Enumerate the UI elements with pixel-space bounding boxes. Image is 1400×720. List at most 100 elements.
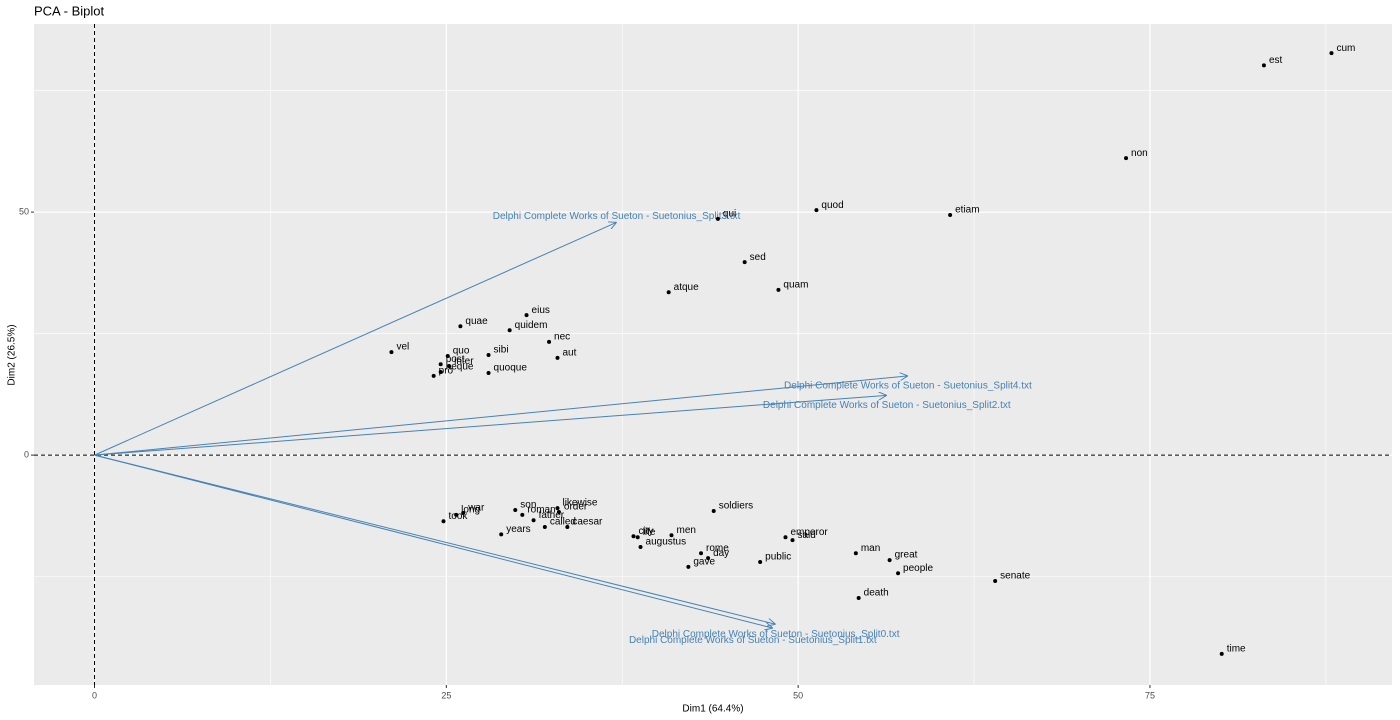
y-axis-title: Dim2 (26.5%) [7,324,18,385]
point-label: pro [439,366,454,377]
y-tick-label: 50 [19,206,29,216]
loading-arrow [94,376,908,456]
loading-arrow [94,395,887,456]
point [666,290,671,295]
loading-arrow [94,222,617,456]
point [758,560,763,565]
x-tick-label: 0 [92,690,97,700]
point [507,328,512,333]
point [431,373,436,378]
point-label: men [676,525,695,536]
point-label: long [461,505,480,516]
x-axis-title: Dim1 (64.4%) [682,704,743,715]
point [565,525,570,530]
point-label: inter [454,356,474,367]
point-label: called [550,517,576,528]
point [887,558,892,563]
point [1329,51,1334,56]
point-label: order [564,502,588,513]
point [948,213,953,218]
point-label: rome [706,543,729,554]
point-label: son [520,500,536,511]
point-label: soldiers [719,501,753,512]
point [499,532,504,537]
point [669,533,674,538]
point-label: neque [446,362,474,373]
point-label: quo [453,346,470,357]
chart-title: PCA - Biplot [34,3,104,18]
point [776,287,781,292]
point-label: father [539,510,565,521]
point-label: etiam [955,205,979,216]
point-label: quoque [494,363,528,374]
point-label: death [864,588,889,599]
point-label: day [713,548,729,559]
point-label: quae [465,316,488,327]
point [438,362,443,367]
point [711,509,716,514]
point [445,353,450,358]
point [896,571,901,576]
point [389,350,394,355]
point [686,564,691,569]
plot-panel [34,24,1392,685]
point-label: time [1227,644,1246,655]
point-label: aut [562,348,576,359]
point-label: augustus [646,537,687,548]
point-label: nec [554,332,570,343]
x-tick-label: 25 [441,690,451,700]
point-label: war [467,503,485,514]
point-label: cum [1336,43,1355,54]
point [631,534,636,539]
point-label: said [798,530,816,541]
point-label: senate [1000,571,1030,582]
point-label: emperor [790,527,828,538]
point-label: man [861,543,880,554]
point [715,216,720,221]
point [542,525,547,530]
point [853,551,858,556]
point [441,519,446,524]
point-label: atque [674,282,699,293]
point [993,578,998,583]
point-label: qui [723,209,736,220]
arrow-label: Delphi Complete Works of Sueton - Sueton… [784,381,1032,392]
point-label: great [895,550,918,561]
point [1219,651,1224,656]
point [706,556,711,561]
point-label: years [506,524,530,535]
point-label: took [449,511,469,522]
point-label: eius [532,305,550,316]
point [547,339,552,344]
arrow-label: Delphi Complete Works of Sueton - Sueton… [763,400,1011,411]
point [438,369,443,374]
point [699,551,704,556]
point [458,324,463,329]
point-label: quod [821,200,843,211]
point-label: non [1131,148,1148,159]
point [790,538,795,543]
point [454,512,459,517]
x-tick-label: 50 [793,690,803,700]
point-label: city [638,526,653,537]
point-label: public [765,552,791,563]
point [783,535,788,540]
point [638,544,643,549]
loading-arrow [94,454,776,624]
point-label: caesar [572,517,603,528]
point-label: roman [527,505,555,516]
point-label: life [643,527,656,538]
point [814,208,819,213]
point-label: likewise [562,498,597,509]
arrow-label: Delphi Complete Works of Sueton - Sueton… [493,211,741,222]
point [461,510,466,515]
point-label: quidem [515,320,548,331]
point-label: people [903,563,933,574]
point [635,535,640,540]
point [856,596,861,601]
arrow-label: Delphi Complete Works of Sueton - Sueton… [629,635,877,646]
point [555,506,560,511]
point [1261,63,1266,68]
